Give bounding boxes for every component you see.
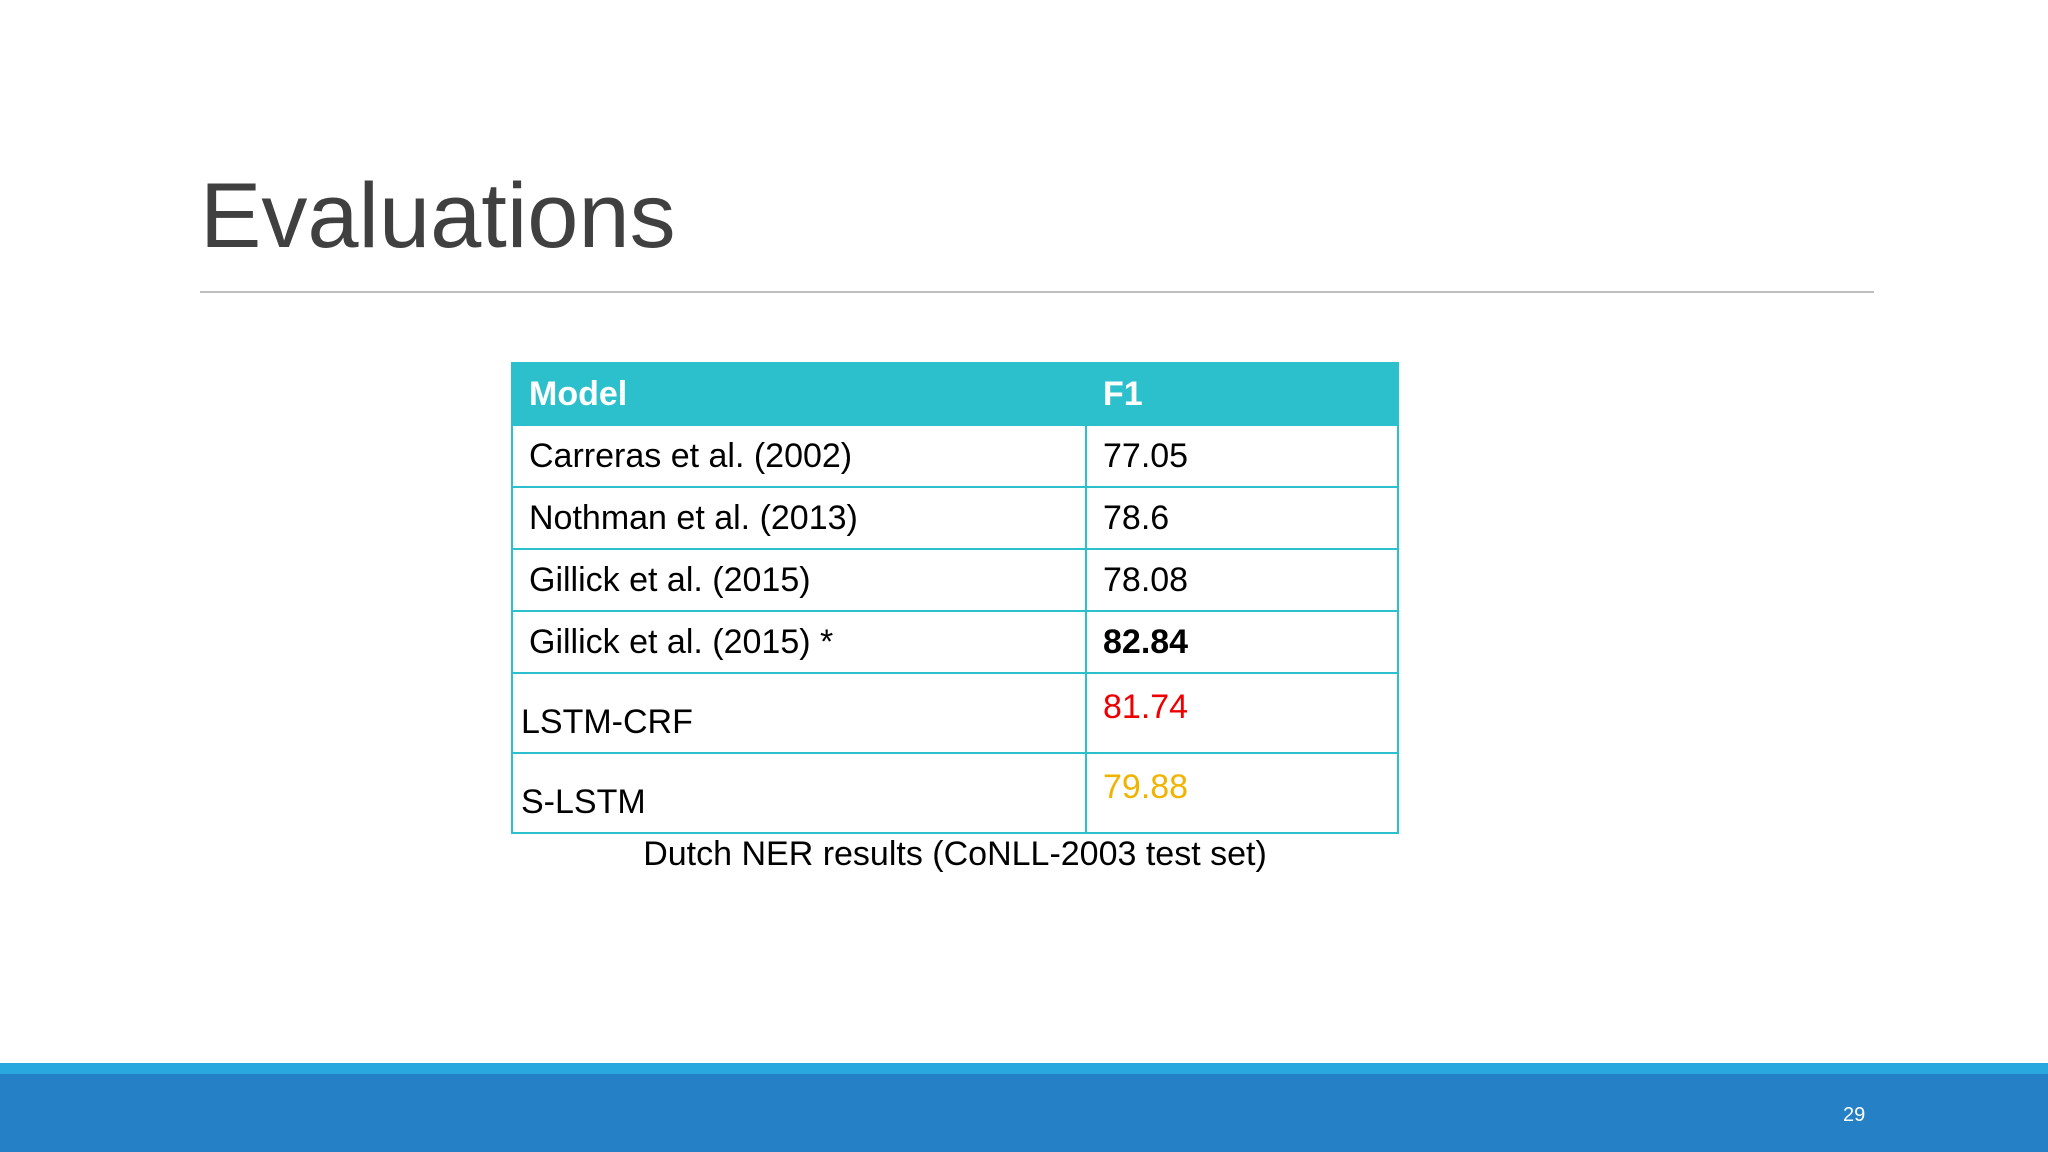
f1-cell: 78.6 (1085, 486, 1399, 550)
table-caption: Dutch NER results (CoNLL-2003 test set) (643, 835, 1267, 873)
header-cell: F1 (1085, 362, 1399, 426)
model-cell: Carreras et al. (2002) (511, 424, 1087, 488)
table-row: Gillick et al. (2015) * 82.84 (511, 610, 1399, 674)
results-table: Model F1 Carreras et al. (2002) 77.05 Noth… (511, 362, 1399, 834)
f1-cell: 79.88 (1085, 752, 1399, 834)
f1-cell: 81.74 (1085, 672, 1399, 754)
page-number: 29 (1843, 1104, 1866, 1126)
table-row: S-LSTM 79.88 (511, 752, 1399, 834)
slide-title: Evaluations (200, 165, 676, 267)
title-rule (200, 291, 1874, 293)
table-row: Nothman et al. (2013) 78.6 (511, 486, 1399, 550)
footer-band (0, 1074, 2048, 1152)
model-cell: Nothman et al. (2013) (511, 486, 1087, 550)
model-cell: Gillick et al. (2015) (511, 548, 1087, 612)
header-cell: Model (511, 362, 1087, 426)
f1-cell: 82.84 (1085, 610, 1399, 674)
f1-cell: 78.08 (1085, 548, 1399, 612)
footer-strip (0, 1063, 2048, 1074)
table-row: LSTM-CRF 81.74 (511, 672, 1399, 754)
model-cell: LSTM-CRF (511, 672, 1087, 754)
header-row: Model F1 (511, 362, 1399, 426)
f1-cell: 77.05 (1085, 424, 1399, 488)
model-cell: Gillick et al. (2015) * (511, 610, 1087, 674)
model-cell: S-LSTM (511, 752, 1087, 834)
table-row: Carreras et al. (2002) 77.05 (511, 424, 1399, 488)
table-row: Gillick et al. (2015) 78.08 (511, 548, 1399, 612)
